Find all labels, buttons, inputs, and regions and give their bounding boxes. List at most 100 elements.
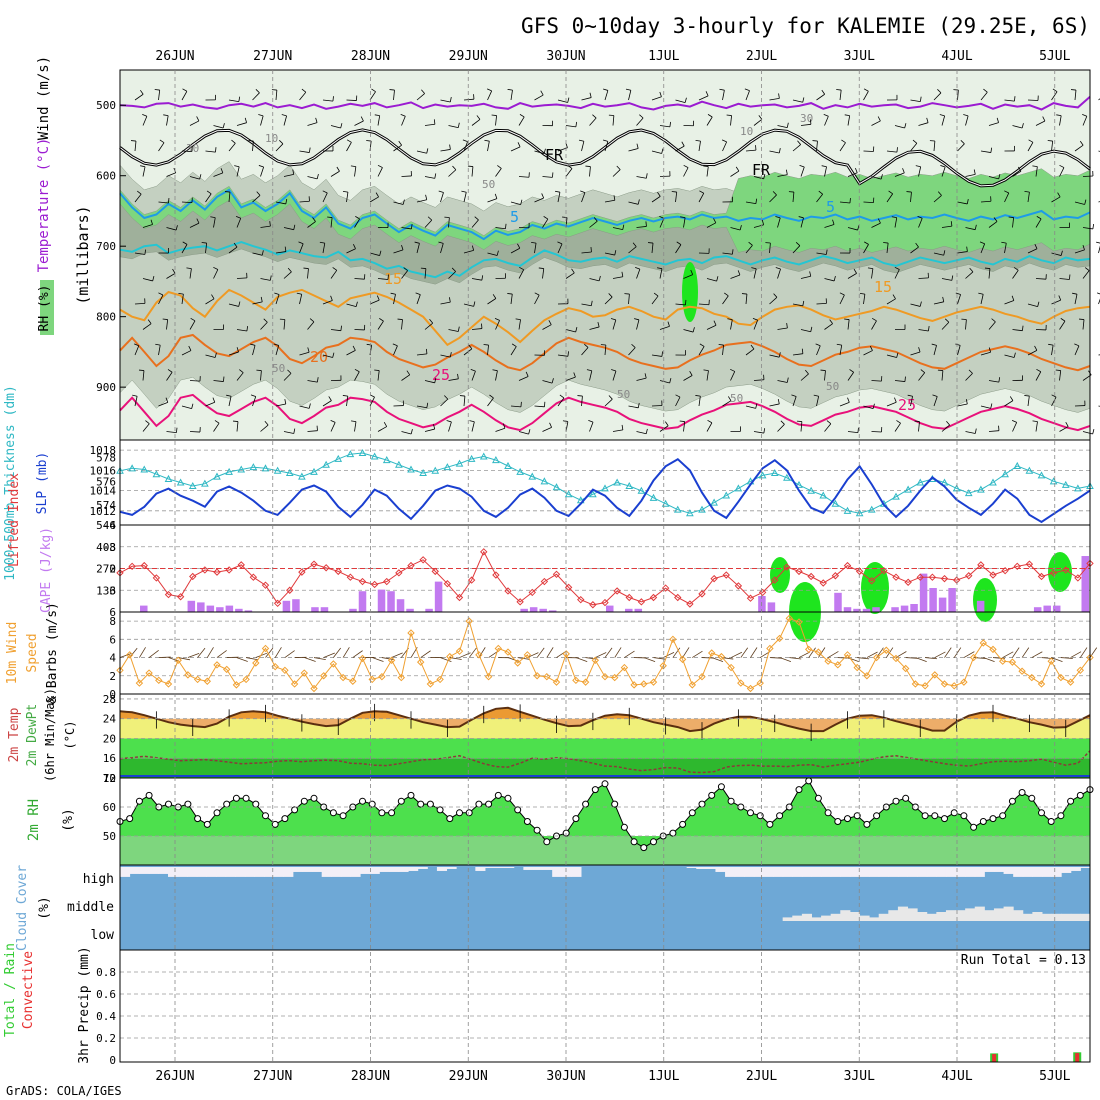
thickness-marker [698, 505, 706, 513]
wind-barb-flag [823, 113, 829, 117]
thickness-marker [225, 467, 233, 475]
li-marker [528, 588, 536, 597]
rh-marker [262, 812, 269, 820]
rh-marker [921, 812, 929, 820]
wind-barb [565, 125, 576, 128]
cloud-high-gap [523, 867, 534, 870]
li-marker [758, 588, 767, 597]
wind-barb-flag [801, 348, 804, 354]
wind-barb [228, 351, 239, 356]
li-marker [649, 593, 658, 602]
date-label-top: 5JUL [1039, 49, 1070, 64]
wind-barb [651, 96, 662, 101]
cloud-high-gap [869, 867, 880, 877]
wind-speed-marker [669, 635, 677, 644]
thickness-marker [152, 470, 161, 478]
cloud-high-gap [196, 867, 207, 877]
wind-barb [839, 142, 846, 152]
wind-barb [205, 193, 212, 203]
cloud-mid-fill [1013, 910, 1024, 921]
wind-barb [471, 278, 482, 281]
cloud-high-gap [945, 867, 957, 877]
surface-wind-barb [439, 657, 452, 662]
wind-barb-flag [880, 174, 883, 180]
cloud-mid-fill [1032, 912, 1043, 921]
surface-wind-barb [624, 650, 635, 658]
y-tick-label: 500 [96, 99, 116, 112]
wind-speed-marker [475, 651, 483, 659]
cape-bar [891, 607, 899, 612]
wind-barb [612, 115, 615, 126]
contour-label: 50 [272, 362, 285, 375]
thickness-marker [807, 486, 815, 494]
rh-marker [291, 806, 299, 814]
wind-barb-flag [538, 267, 544, 269]
wind-barb-flag [750, 344, 755, 350]
wind-barb-flag [797, 140, 801, 145]
wind-barb-flag [457, 122, 460, 128]
wind-barb-flag [438, 190, 444, 193]
surface-wind-barb [187, 652, 200, 658]
wind-barb [753, 268, 757, 279]
wind-barb [581, 141, 585, 152]
thickness-marker [443, 463, 452, 471]
wind-barb-flag [505, 223, 507, 229]
cape-bar [349, 608, 357, 612]
thickness-marker [455, 459, 464, 467]
rh-marker [426, 800, 434, 808]
wind-barb-flag [342, 190, 348, 193]
wind-barb-flag [201, 242, 207, 244]
wind-barb [683, 375, 693, 381]
wind-barb-flag [332, 352, 335, 358]
wind-barb-flag [327, 216, 333, 218]
surface-wind-barb [575, 657, 588, 662]
rh-marker [611, 800, 619, 808]
axis-label: (%) [61, 808, 76, 831]
wind-speed-marker [213, 661, 221, 669]
wind-barb [283, 373, 292, 381]
wind-barb-flag [492, 369, 498, 372]
wind-barb [252, 301, 263, 305]
wind-barb-flag [602, 139, 608, 142]
y-tick-label: 12 [103, 772, 116, 785]
rh-marker [620, 823, 628, 831]
thickness-marker [395, 460, 403, 468]
wind-barb-flag [1079, 140, 1084, 146]
cloud-high-gap [1070, 867, 1081, 871]
wind-barb [189, 268, 192, 279]
wind-barb [847, 172, 858, 177]
wind-barb-flag [451, 267, 456, 272]
wind-barb [675, 145, 685, 152]
wind-barb-flag [973, 169, 976, 175]
rh-marker [727, 797, 735, 805]
wind-barb [745, 149, 756, 152]
surface-wind-barb [730, 651, 743, 658]
wind-barb [683, 329, 694, 333]
wind-barb [487, 90, 493, 101]
thickness-marker [904, 485, 912, 493]
cloud-mid-fill [1022, 913, 1033, 921]
wind-barb-flag [287, 369, 292, 374]
wind-barb-flag [330, 419, 336, 423]
li-marker [334, 567, 342, 576]
rh-marker [271, 820, 279, 828]
rh-marker [669, 829, 677, 837]
wind-barb [675, 99, 686, 103]
surface-wind-barb [750, 647, 758, 658]
thickness-marker [831, 499, 840, 507]
li-marker [661, 584, 670, 592]
wind-barb-flag [942, 296, 945, 302]
cloud-high-gap [561, 867, 572, 877]
wind-barb-flag [589, 92, 592, 98]
wind-barb [346, 99, 357, 101]
wind-barb-flag [829, 319, 833, 324]
cloud-high-gap [273, 867, 284, 877]
thickness-marker [285, 469, 294, 477]
wind-barb [800, 421, 803, 432]
y-tick-label: 20 [103, 732, 116, 745]
wind-barb [1051, 396, 1057, 407]
rh-marker [135, 797, 143, 805]
cloud-mid-fill [801, 913, 812, 921]
thickness-marker [261, 464, 270, 472]
